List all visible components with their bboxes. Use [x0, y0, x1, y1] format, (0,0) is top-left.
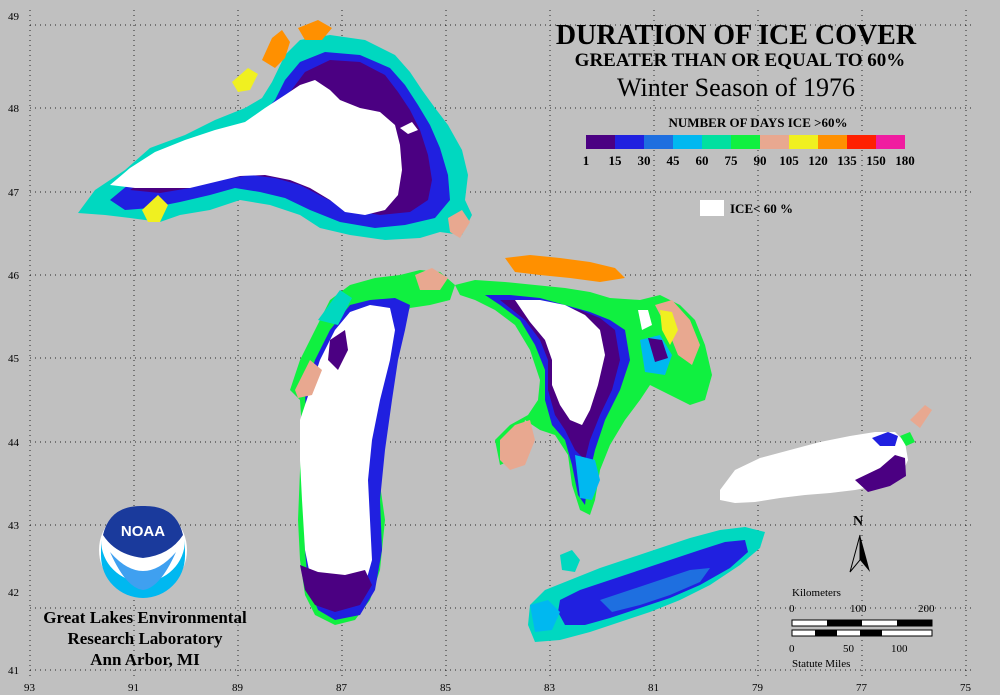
title-block: DURATION OF ICE COVER GREATER THAN OR EQ… [556, 20, 917, 102]
legend-swatch [760, 135, 789, 149]
north-arrow-left [849, 534, 861, 573]
legend-swatch [702, 135, 731, 149]
title-line2: GREATER THAN OR EQUAL TO 60% [575, 50, 906, 71]
legend-swatch [673, 135, 702, 149]
ice-swatch [700, 200, 724, 216]
legend-tick-label: 30 [638, 153, 651, 168]
lake-huron [455, 255, 712, 515]
lon-label: 87 [336, 682, 348, 694]
legend-swatches [586, 135, 905, 149]
organization-block: Great Lakes Environmental Research Labor… [43, 608, 247, 669]
org-line1: Great Lakes Environmental [43, 608, 247, 627]
legend-ticks: 1 15 30 45 60 75 90 105 120 135 150 180 [583, 153, 915, 168]
ice-label: ICE< 60 % [730, 201, 793, 216]
scale-km-tick: 0 [789, 603, 795, 615]
lon-label: 93 [24, 682, 36, 694]
scale-mi-tick: 0 [789, 643, 795, 655]
logo-lower [110, 552, 176, 590]
lat-label: 46 [8, 270, 20, 282]
legend-swatch [615, 135, 644, 149]
legend-swatch [644, 135, 673, 149]
legend-swatch [731, 135, 760, 149]
lat-label: 48 [8, 103, 20, 115]
scale-mi-tick: 100 [891, 643, 908, 655]
scale-km-tick: 200 [918, 603, 935, 615]
graticule [29, 10, 972, 680]
legend-swatch [847, 135, 876, 149]
km-bar-segment [827, 620, 862, 626]
legend-tick-label: 180 [895, 153, 915, 168]
lat-label: 42 [8, 587, 19, 599]
lon-label: 83 [544, 682, 556, 694]
mi-bar-segment [815, 630, 837, 636]
lat-label: 49 [8, 11, 20, 23]
legend-tick-label: 90 [754, 153, 767, 168]
legend-tick-label: 120 [808, 153, 828, 168]
lake-superior [78, 20, 472, 240]
legend-swatch [586, 135, 615, 149]
legend-tick-label: 45 [667, 153, 681, 168]
legend-tick-label: 15 [609, 153, 623, 168]
lake-erie [528, 527, 765, 642]
title-season: Winter Season of 1976 [617, 73, 855, 102]
mi-bar-segment [860, 630, 882, 636]
scale-bar: Kilometers 0 100 200 0 50 100 Statute Mi… [789, 587, 935, 670]
logo-text: NOAA [121, 523, 165, 540]
legend-swatch [876, 135, 905, 149]
org-line3: Ann Arbor, MI [90, 650, 200, 669]
legend: NUMBER OF DAYS ICE >60% 1 15 30 45 60 75 90 105… [583, 115, 915, 216]
lon-label: 75 [960, 682, 972, 694]
lon-label: 91 [128, 682, 139, 694]
logo-bird [103, 505, 183, 558]
lon-label: 79 [752, 682, 764, 694]
noaa-logo: NOAA [99, 505, 187, 598]
lon-label: 85 [440, 682, 452, 694]
lat-label: 43 [8, 520, 20, 532]
km-bar-segment [897, 620, 932, 626]
legend-tick-label: 135 [837, 153, 857, 168]
legend-title: NUMBER OF DAYS ICE >60% [668, 115, 847, 130]
scale-km-tick: 100 [850, 603, 867, 615]
legend-tick-label: 75 [725, 153, 739, 168]
scale-km-title: Kilometers [792, 587, 841, 599]
north-label: N [853, 514, 863, 529]
lon-label: 77 [856, 682, 868, 694]
north-arrow: N [849, 514, 870, 573]
scale-mi-title: Statute Miles [792, 658, 850, 670]
legend-tick-label: 105 [779, 153, 799, 168]
north-arrow-right [860, 535, 870, 572]
org-line2: Research Laboratory [67, 629, 223, 648]
lake-st-clair [560, 550, 580, 572]
lat-label: 44 [8, 437, 20, 449]
legend-tick-label: 60 [696, 153, 709, 168]
lake-ontario [720, 405, 932, 503]
lat-label: 41 [8, 665, 19, 677]
scale-mi-tick: 50 [843, 643, 855, 655]
lon-label: 89 [232, 682, 244, 694]
lake-michigan [290, 268, 455, 625]
lon-label: 81 [648, 682, 659, 694]
legend-swatch [789, 135, 818, 149]
longitude-labels: 93 91 89 87 85 83 81 79 77 75 [24, 682, 972, 694]
lat-label: 47 [8, 187, 20, 199]
latitude-labels: 49 48 47 46 45 44 43 42 41 [8, 11, 20, 677]
title-line1: DURATION OF ICE COVER [556, 20, 917, 51]
logo-wave [101, 540, 185, 598]
lat-label: 45 [8, 353, 20, 365]
legend-swatch [818, 135, 847, 149]
legend-tick-label: 150 [866, 153, 886, 168]
legend-tick-label: 1 [583, 153, 590, 168]
